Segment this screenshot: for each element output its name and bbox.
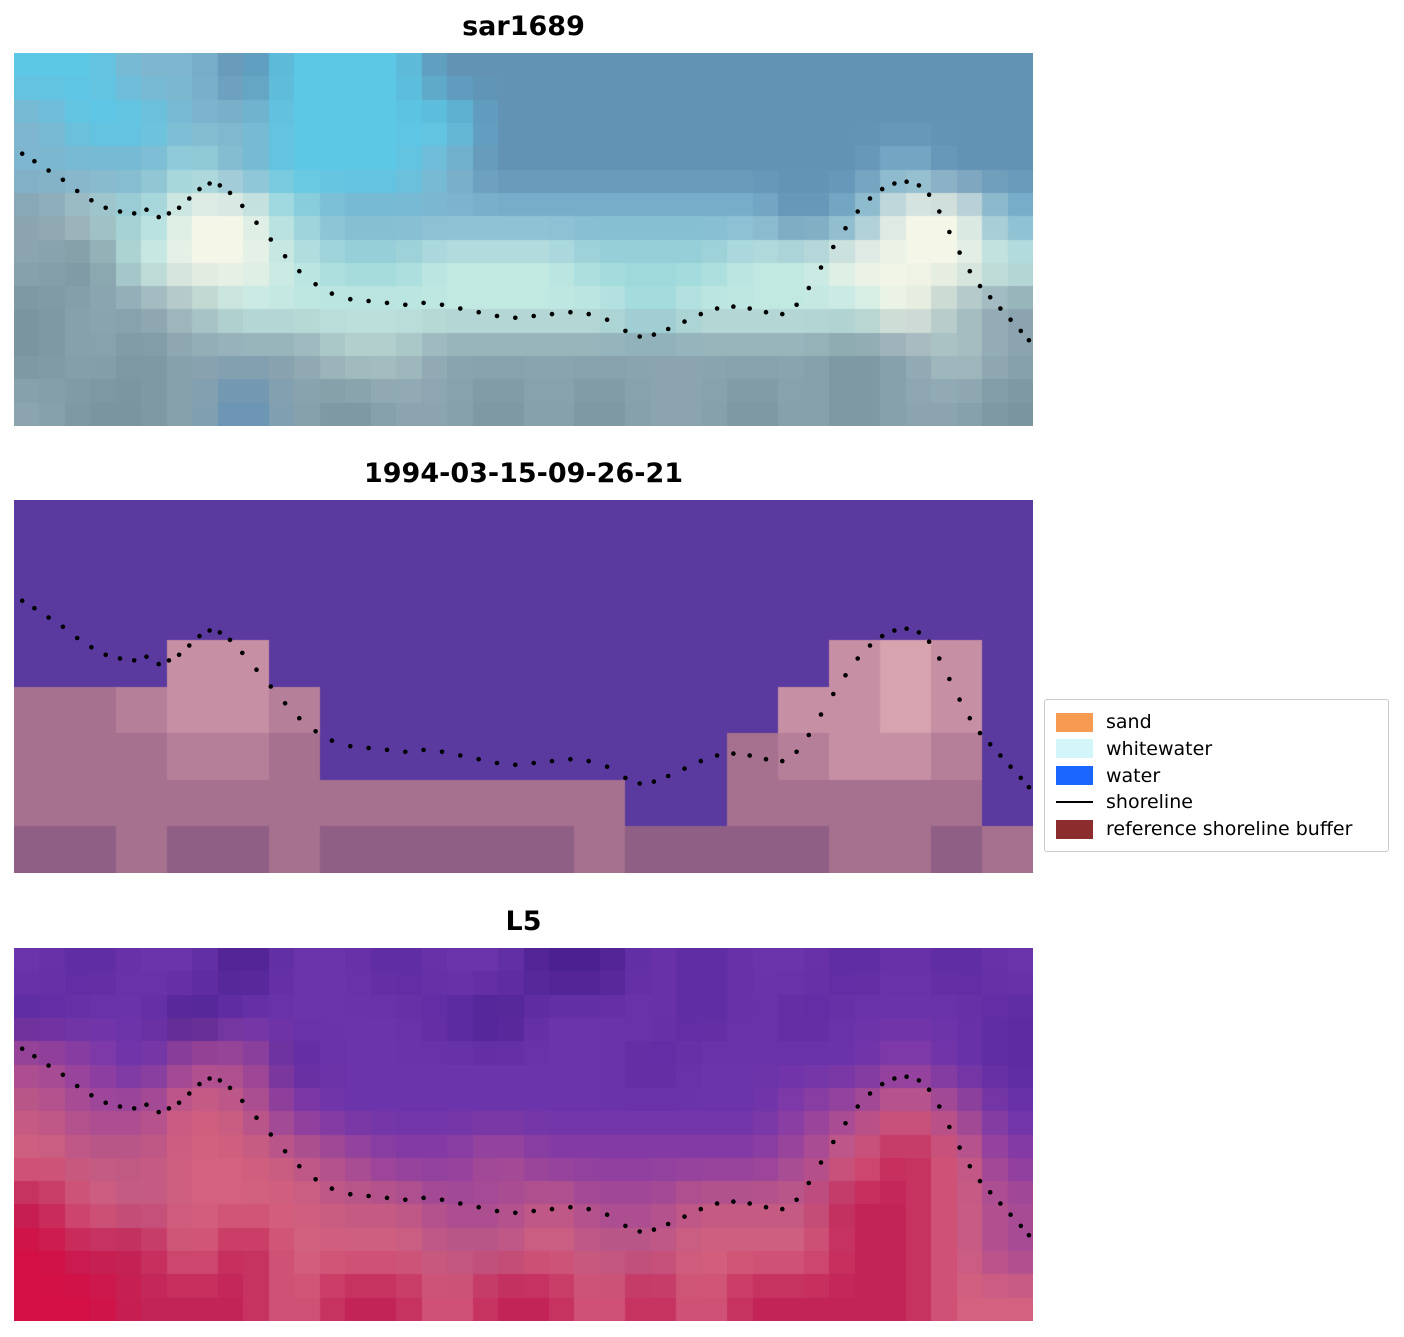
shoreline-line-icon — [1056, 801, 1093, 804]
legend-item-sand: sand — [1056, 709, 1377, 735]
legend: sand whitewater water shoreline referenc… — [1044, 699, 1389, 852]
sand-swatch-icon — [1056, 712, 1093, 732]
legend-label-shoreline: shoreline — [1106, 791, 1193, 814]
panel-classified — [14, 500, 1033, 873]
legend-label-water: water — [1106, 764, 1161, 787]
panel-title-l5: L5 — [505, 906, 542, 937]
legend-item-water: water — [1056, 763, 1377, 789]
legend-label-reference-buffer: reference shoreline buffer — [1106, 818, 1353, 840]
legend-item-reference-buffer: reference shoreline buffer — [1056, 816, 1377, 842]
l5-image-canvas — [14, 948, 1033, 1321]
legend-item-whitewater: whitewater — [1056, 736, 1377, 762]
sar-image-canvas — [14, 53, 1033, 426]
legend-label-sand: sand — [1106, 711, 1152, 733]
whitewater-swatch-icon — [1056, 739, 1093, 759]
classified-image-canvas — [14, 500, 1033, 873]
water-swatch-icon — [1056, 766, 1093, 785]
panel-title-sar1689: sar1689 — [462, 11, 585, 42]
legend-label-whitewater: whitewater — [1106, 737, 1213, 760]
reference-buffer-swatch-icon — [1056, 819, 1093, 839]
panel-l5 — [14, 948, 1033, 1321]
panel-sar1689 — [14, 53, 1033, 426]
legend-item-shoreline: shoreline — [1056, 789, 1377, 815]
panel-title-date: 1994-03-15-09-26-21 — [363, 458, 684, 489]
